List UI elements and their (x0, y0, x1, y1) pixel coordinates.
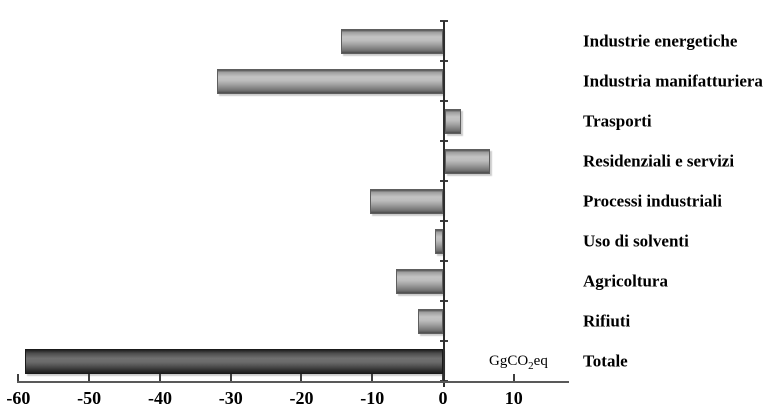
bar-8 (24, 348, 444, 374)
bar-1 (216, 68, 444, 94)
x-tick-label-0: -60 (6, 388, 31, 408)
unit-subscript: 2 (528, 360, 534, 372)
value-axis-line (17, 381, 569, 383)
category-label-5: Uso di solventi (583, 231, 689, 251)
category-label-3: Residenziali e servizi (583, 151, 735, 171)
x-tick-3 (229, 374, 232, 382)
x-tick-label-5: -10 (360, 388, 385, 408)
x-tick-label-3: -30 (218, 388, 243, 408)
x-tick-4 (300, 374, 303, 382)
category-label-0: Industrie energetiche (583, 31, 738, 51)
unit-prefix: GgCO (489, 353, 529, 369)
category-label-8: Totale (583, 351, 628, 371)
x-tick-label-1: -50 (77, 388, 102, 408)
x-tick-0 (17, 374, 20, 382)
x-tick-2 (158, 374, 161, 382)
category-axis-line (443, 21, 446, 387)
x-tick-1 (88, 374, 91, 382)
bar-6 (396, 268, 444, 294)
bar-3 (445, 148, 490, 174)
bar-4 (370, 188, 444, 214)
x-tick-label-7: 10 (504, 388, 523, 408)
category-label-6: Agricoltura (583, 271, 668, 291)
axis-unit-label: GgCO2eq (489, 352, 548, 373)
x-tick-7 (512, 374, 515, 382)
unit-suffix: eq (533, 353, 548, 369)
x-tick-5 (371, 374, 374, 382)
bar-2 (445, 108, 461, 134)
bar-7 (418, 308, 444, 334)
category-label-1: Industria manifatturiera (583, 71, 763, 91)
bar-5 (435, 228, 444, 254)
bar-0 (341, 28, 444, 54)
category-label-4: Processi industriali (583, 191, 722, 211)
category-label-7: Rifiuti (583, 311, 631, 331)
x-tick-label-2: -40 (147, 388, 172, 408)
x-tick-label-4: -20 (289, 388, 314, 408)
x-tick-label-6: 0 (438, 388, 448, 408)
category-label-2: Trasporti (583, 111, 652, 131)
